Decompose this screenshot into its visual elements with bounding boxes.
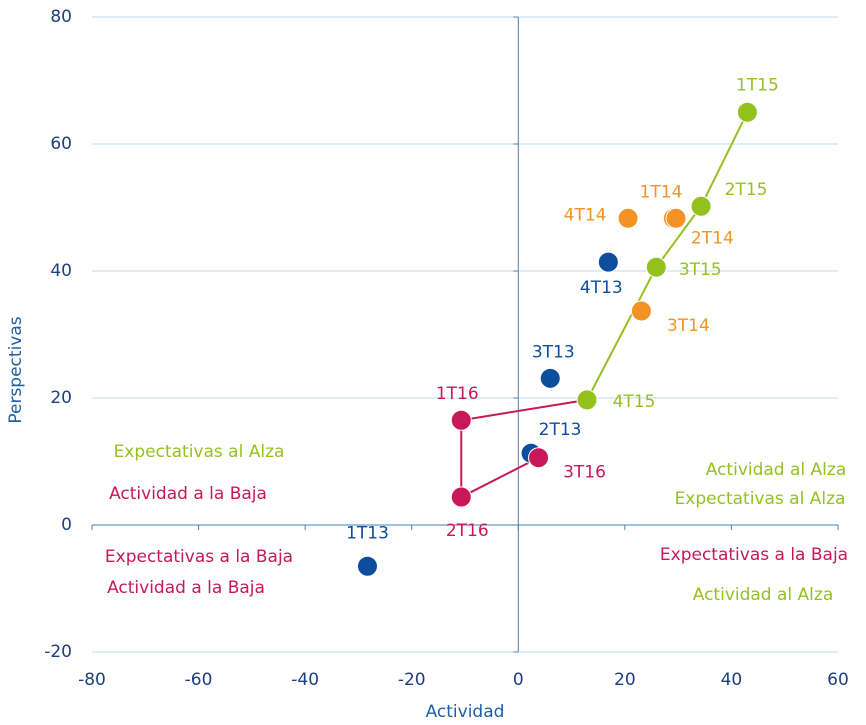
x-axis-title: Actividad (426, 702, 505, 721)
series-line (586, 111, 749, 401)
data-point (576, 389, 598, 411)
x-tick-label: -60 (185, 670, 213, 690)
x-tick-label: 60 (827, 670, 849, 690)
y-tick-label: 40 (50, 261, 72, 281)
point-label: 3T14 (667, 316, 710, 336)
data-point (539, 367, 561, 389)
quadrant-note: Expectativas a la Baja (660, 545, 848, 565)
point-label: 2T14 (691, 228, 734, 248)
point-label: 3T15 (679, 260, 722, 280)
data-point (450, 486, 472, 508)
data-point (356, 555, 378, 577)
quadrant-note: Actividad a la Baja (109, 484, 267, 504)
x-tick-label: -40 (291, 670, 319, 690)
point-label: 4T13 (580, 278, 623, 298)
point-label: 2T15 (725, 180, 768, 200)
data-point (630, 300, 652, 322)
connector-line (461, 398, 588, 422)
data-point (690, 195, 712, 217)
x-tick-label: 0 (513, 670, 524, 690)
data-point (597, 251, 619, 273)
y-tick-label: 80 (50, 7, 72, 27)
data-point (450, 409, 472, 431)
point-label: 1T15 (736, 75, 779, 95)
quadrant-note: Expectativas al Alza (675, 489, 846, 509)
quadrant-note: Actividad al Alza (706, 460, 847, 480)
point-label: 4T14 (564, 205, 607, 225)
y-tick-label: 20 (50, 388, 72, 408)
data-point (665, 207, 687, 229)
quadrant-note: Expectativas al Alza (114, 442, 285, 462)
data-point (736, 101, 758, 123)
point-label: 1T14 (640, 182, 683, 202)
point-label: 2T16 (446, 521, 489, 541)
data-point (617, 207, 639, 229)
y-tick-label: 0 (61, 515, 72, 535)
data-point (645, 256, 667, 278)
point-label: 3T13 (532, 342, 575, 362)
quadrant-note: Actividad a la Baja (107, 578, 265, 598)
y-tick-label: -20 (44, 642, 72, 662)
x-tick-label: -80 (78, 670, 106, 690)
y-tick-label: 60 (50, 134, 72, 154)
point-label: 4T15 (613, 392, 656, 412)
point-label: 3T16 (563, 463, 606, 483)
quadrant-note: Expectativas a la Baja (105, 547, 293, 567)
x-tick-label: 40 (721, 670, 743, 690)
x-tick-label: -20 (398, 670, 426, 690)
point-label: 1T13 (346, 523, 389, 543)
y-axis-title: Perspectivas (6, 316, 26, 423)
data-point (528, 447, 550, 469)
x-tick-label: 20 (614, 670, 636, 690)
quadrant-note: Actividad al Alza (693, 585, 834, 605)
point-label: 2T13 (539, 420, 582, 440)
point-label: 1T16 (436, 384, 479, 404)
